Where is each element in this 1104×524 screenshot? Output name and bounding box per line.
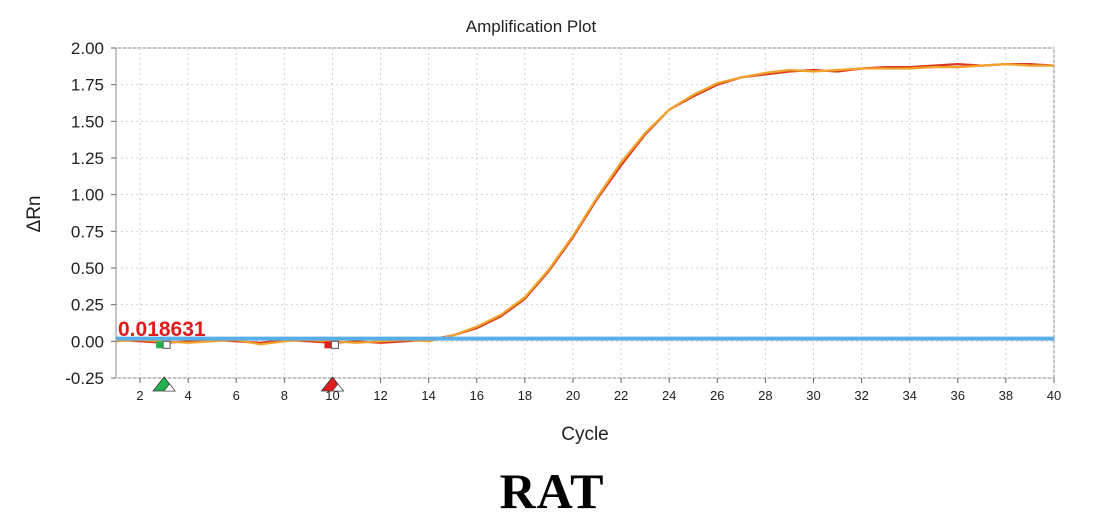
series-line-amplification-orange: [115, 62, 1054, 346]
chart-svg: 2 4 6 8 10 12 14 16 18 20 22 24 26 28 30 32 34 36 38 40-0.2…: [24, 17, 1061, 445]
baseline-end-arrow-highlight: [331, 383, 345, 392]
sample-caption: RAT: [499, 463, 605, 519]
x-tick-label: 40: [1047, 388, 1061, 403]
x-tick-label: 6: [233, 388, 240, 403]
x-tick-label: 2: [136, 388, 143, 403]
baseline-end-handle-right: [330, 340, 339, 349]
baseline-start-handle-right: [162, 340, 171, 349]
threshold-label: 0.018631: [118, 318, 206, 341]
y-tick-label: 0.75: [71, 222, 104, 241]
baseline-start-handle-left: [156, 341, 164, 349]
y-axis-label: ΔRn: [24, 196, 45, 233]
axes: 2 4 6 8 10 12 14 16 18 20 22 24 26 28 30 32 34 36 38 40-0.2…: [65, 39, 1061, 403]
x-tick-label: 28: [758, 388, 772, 403]
x-tick-label: 12: [373, 388, 387, 403]
y-tick-label: 0.25: [71, 296, 104, 315]
x-tick-label: 10: [325, 388, 339, 403]
y-tick-label: 0.50: [71, 259, 104, 278]
y-tick-label: 1.75: [71, 76, 104, 95]
baseline-end-handle-left: [324, 341, 332, 349]
x-tick-label: 18: [518, 388, 532, 403]
y-tick-label: 0.00: [71, 332, 104, 351]
x-tick-label: 32: [854, 388, 868, 403]
x-tick-label: 16: [470, 388, 484, 403]
x-tick-label: 38: [999, 388, 1013, 403]
x-tick-label: 20: [566, 388, 580, 403]
baseline-markers: [152, 340, 345, 392]
x-tick-label: 14: [421, 388, 435, 403]
x-axis-label: Cycle: [561, 424, 609, 445]
x-tick-label: 22: [614, 388, 628, 403]
y-tick-label: 1.50: [71, 112, 104, 131]
x-tick-label: 8: [281, 388, 288, 403]
chart-title: Amplification Plot: [466, 17, 597, 36]
x-tick-label: 34: [902, 388, 916, 403]
y-tick-label: 2.00: [71, 39, 104, 58]
baseline-start-arrow-highlight: [163, 383, 176, 392]
x-tick-label: 30: [806, 388, 820, 403]
y-tick-label: 1.00: [71, 186, 104, 205]
x-tick-label: 26: [710, 388, 724, 403]
grid-lines: [116, 47, 1055, 379]
series-lines: [115, 62, 1055, 346]
x-tick-label: 36: [951, 388, 965, 403]
y-tick-label: -0.25: [65, 369, 104, 388]
x-tick-label: 24: [662, 388, 676, 403]
plot-area: [115, 47, 1055, 379]
x-tick-label: 4: [185, 388, 192, 403]
y-tick-label: 1.25: [71, 149, 104, 168]
